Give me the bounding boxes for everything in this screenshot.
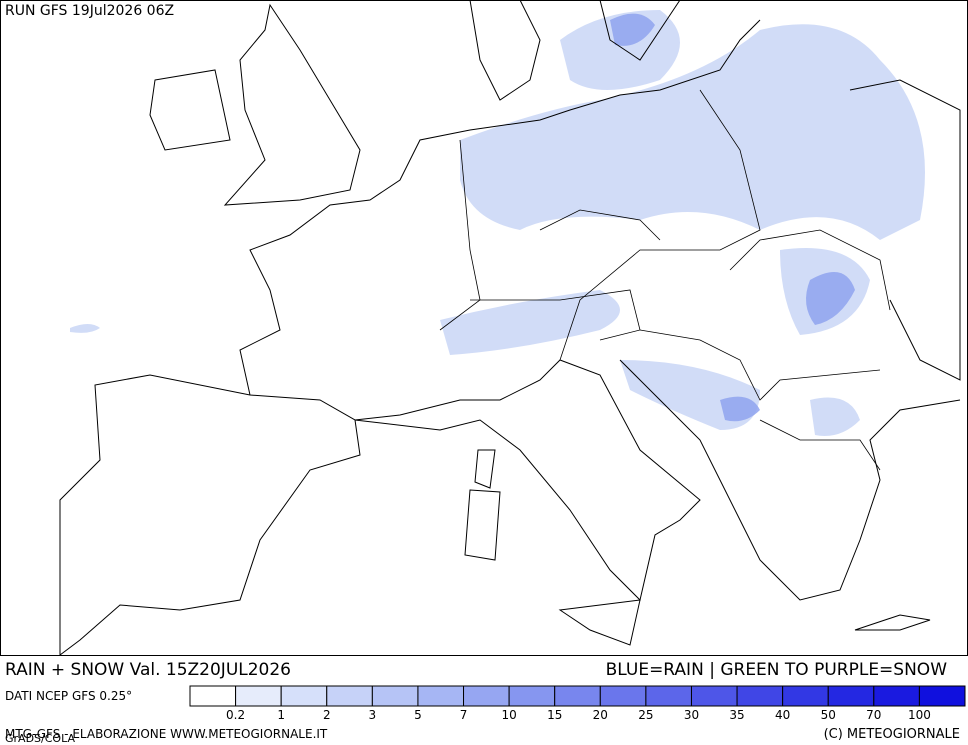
legend-label: 10: [501, 708, 516, 722]
border: [470, 289, 641, 341]
data-source: DATI NCEP GFS 0.25°: [5, 689, 132, 703]
software: GrADS/COLA: [5, 732, 75, 745]
legend-label: 3: [369, 708, 377, 722]
copyright: (C) METEOGIORNALE: [824, 727, 960, 742]
north-coast: [239, 19, 761, 396]
legend-swatch: [782, 685, 829, 707]
coastlines: [59, 0, 961, 656]
legend-swatch: [645, 685, 692, 707]
legend-label: 25: [638, 708, 653, 722]
france-italy-coast: [354, 359, 701, 601]
ireland: [149, 69, 231, 151]
legend-swatch: [326, 685, 373, 707]
legend-label: 20: [593, 708, 608, 722]
legend-label: 40: [775, 708, 790, 722]
britain: [223, 3, 361, 206]
legend-swatch: [280, 685, 328, 707]
legend-swatch: [189, 685, 237, 707]
legend-swatch: [873, 685, 920, 707]
border: [439, 139, 481, 331]
legend-swatch: [690, 685, 738, 707]
borders: [439, 89, 891, 471]
black-sea-coast: [849, 79, 961, 381]
rain-area: [610, 13, 655, 46]
run-label: RUN GFS 19Jul2026 06Z: [5, 3, 174, 19]
legend-swatch: [918, 685, 966, 707]
denmark: [469, 0, 541, 101]
corsica: [474, 449, 496, 489]
legend-label: 50: [821, 708, 836, 722]
legend-swatch: [508, 685, 556, 707]
balkan-coast: [619, 359, 961, 601]
rain-area: [460, 24, 925, 241]
border: [759, 419, 881, 471]
legend-label: 2: [323, 708, 331, 722]
sicily: [558, 599, 641, 646]
border: [729, 229, 891, 311]
legend-swatch: [554, 685, 601, 707]
border: [639, 329, 881, 401]
legend-swatch: [736, 685, 784, 707]
legend-label: 5: [414, 708, 422, 722]
legend-label: 1: [277, 708, 285, 722]
legend-swatch: [599, 685, 647, 707]
legend-swatch: [463, 685, 510, 707]
rain-area: [810, 397, 860, 436]
border: [559, 89, 761, 361]
sardinia: [464, 489, 501, 561]
legend-label: 30: [684, 708, 699, 722]
border: [539, 209, 661, 241]
iberia: [59, 374, 361, 656]
legend-label: 35: [729, 708, 744, 722]
rain-area: [70, 324, 100, 333]
legend-label: 7: [460, 708, 468, 722]
legend-swatch: [417, 685, 465, 707]
rain-area: [440, 290, 620, 355]
legend-label: 0.2: [226, 708, 245, 722]
legend-label: 15: [547, 708, 562, 722]
scandinavia: [599, 0, 681, 61]
legend-swatch: [235, 685, 282, 707]
chart-title: RAIN + SNOW Val. 15Z20JUL2026: [5, 660, 291, 680]
crete: [854, 614, 931, 631]
color-key: BLUE=RAIN | GREEN TO PURPLE=SNOW: [606, 660, 948, 680]
precipitation: [70, 10, 925, 436]
legend-swatch: [827, 685, 875, 707]
legend-label: 100: [908, 708, 931, 722]
rain-area: [806, 272, 855, 325]
legend-label: 70: [866, 708, 881, 722]
credit: MTG-GFS - ELABORAZIONE WWW.METEOGIORNALE…: [5, 727, 328, 741]
legend: 0.2 1 2 3 5 7 10 15 20 25 30 35 40 50 70 100: [189, 685, 966, 722]
legend-swatch: [371, 685, 419, 707]
rain-area: [720, 396, 760, 422]
